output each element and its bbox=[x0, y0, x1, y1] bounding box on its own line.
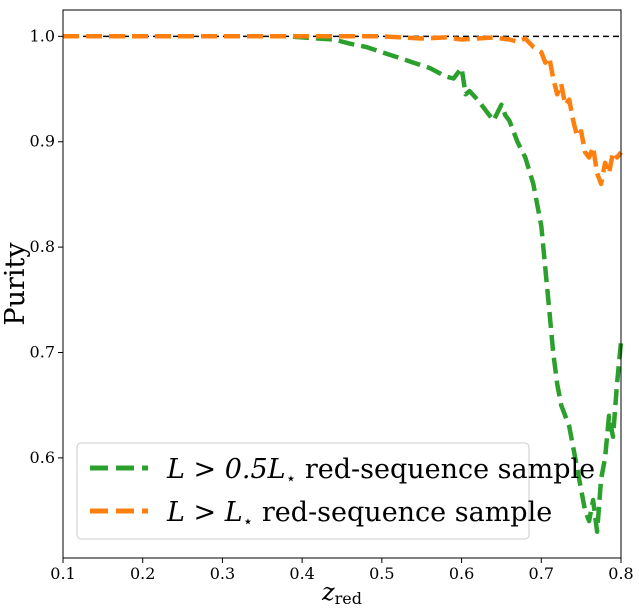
x-tick-label: 0.3 bbox=[210, 564, 235, 583]
x-tick-label: 0.7 bbox=[529, 564, 554, 583]
x-axis: 0.1 0.2 0.3 0.4 0.5 0.6 0.7 0.8 bbox=[50, 558, 634, 583]
series-line-0 bbox=[63, 34, 624, 534]
legend-orange-rest: red-sequence sample bbox=[253, 497, 552, 528]
legend-box bbox=[76, 442, 530, 540]
x-axis-title-main: z bbox=[321, 578, 335, 606]
y-tick-label: 0.8 bbox=[30, 237, 55, 256]
x-tick-label: 0.2 bbox=[130, 564, 155, 583]
plot-frame bbox=[62, 9, 622, 559]
y-tick-label: 0.6 bbox=[30, 448, 55, 467]
x-axis-title-sub: red bbox=[335, 589, 362, 608]
series-layer bbox=[63, 34, 624, 534]
legend-entry-green: L > 0.5L⋆ red-sequence sample bbox=[166, 454, 595, 489]
y-axis-title: Purity bbox=[0, 242, 31, 326]
x-tick-label: 0.6 bbox=[449, 564, 474, 583]
legend-entry-orange: L > L⋆ red-sequence sample bbox=[166, 497, 552, 532]
y-tick-label: 0.9 bbox=[30, 132, 55, 151]
x-tick-label: 0.8 bbox=[608, 564, 633, 583]
x-tick-label: 0.4 bbox=[289, 564, 314, 583]
x-tick-label: 0.5 bbox=[369, 564, 394, 583]
y-tick-label: 0.7 bbox=[30, 343, 55, 362]
legend-orange-math: L > L bbox=[166, 497, 243, 528]
y-tick-label: 1.0 bbox=[30, 26, 55, 45]
x-tick-label: 0.1 bbox=[50, 564, 75, 583]
legend-orange-star: ⋆ bbox=[243, 512, 254, 532]
x-axis-title: zred bbox=[321, 578, 362, 608]
legend: L > 0.5L⋆ red-sequence sample L > L⋆ red… bbox=[76, 442, 595, 540]
series-line-1 bbox=[63, 34, 623, 187]
y-axis: 0.6 0.7 0.8 0.9 1.0 bbox=[30, 26, 63, 467]
legend-green-star: ⋆ bbox=[286, 469, 297, 489]
legend-green-math: L > 0.5L bbox=[166, 454, 286, 485]
legend-green-rest: red-sequence sample bbox=[296, 454, 595, 485]
